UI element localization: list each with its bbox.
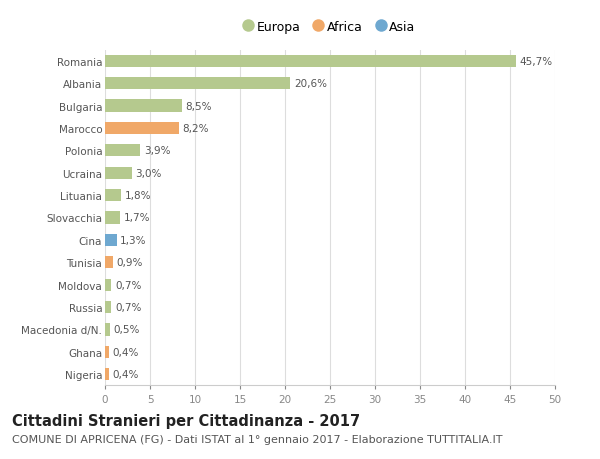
- Text: 1,3%: 1,3%: [120, 235, 147, 246]
- Text: 8,2%: 8,2%: [182, 123, 209, 134]
- Text: 8,5%: 8,5%: [185, 101, 212, 112]
- Bar: [105, 167, 132, 179]
- Legend: Europa, Africa, Asia: Europa, Africa, Asia: [241, 17, 419, 38]
- Text: 1,8%: 1,8%: [125, 190, 151, 201]
- Text: 0,5%: 0,5%: [113, 325, 139, 335]
- Bar: [105, 346, 109, 358]
- Bar: [105, 56, 516, 68]
- Bar: [105, 257, 113, 269]
- Bar: [105, 279, 112, 291]
- Bar: [105, 145, 140, 157]
- Text: 0,7%: 0,7%: [115, 280, 141, 290]
- Text: 45,7%: 45,7%: [520, 56, 553, 67]
- Bar: [105, 78, 290, 90]
- Bar: [105, 100, 182, 112]
- Bar: [105, 212, 120, 224]
- Text: 0,4%: 0,4%: [112, 347, 139, 357]
- Text: 3,9%: 3,9%: [144, 146, 170, 156]
- Text: COMUNE DI APRICENA (FG) - Dati ISTAT al 1° gennaio 2017 - Elaborazione TUTTITALI: COMUNE DI APRICENA (FG) - Dati ISTAT al …: [12, 434, 503, 444]
- Bar: [105, 368, 109, 381]
- Bar: [105, 190, 121, 202]
- Text: 0,9%: 0,9%: [116, 257, 143, 268]
- Bar: [105, 123, 179, 135]
- Text: 0,7%: 0,7%: [115, 302, 141, 313]
- Bar: [105, 234, 116, 246]
- Bar: [105, 324, 110, 336]
- Text: 20,6%: 20,6%: [294, 79, 327, 89]
- Text: 1,7%: 1,7%: [124, 213, 151, 223]
- Text: 0,4%: 0,4%: [112, 369, 139, 380]
- Text: Cittadini Stranieri per Cittadinanza - 2017: Cittadini Stranieri per Cittadinanza - 2…: [12, 413, 360, 428]
- Bar: [105, 301, 112, 313]
- Text: 3,0%: 3,0%: [136, 168, 162, 179]
